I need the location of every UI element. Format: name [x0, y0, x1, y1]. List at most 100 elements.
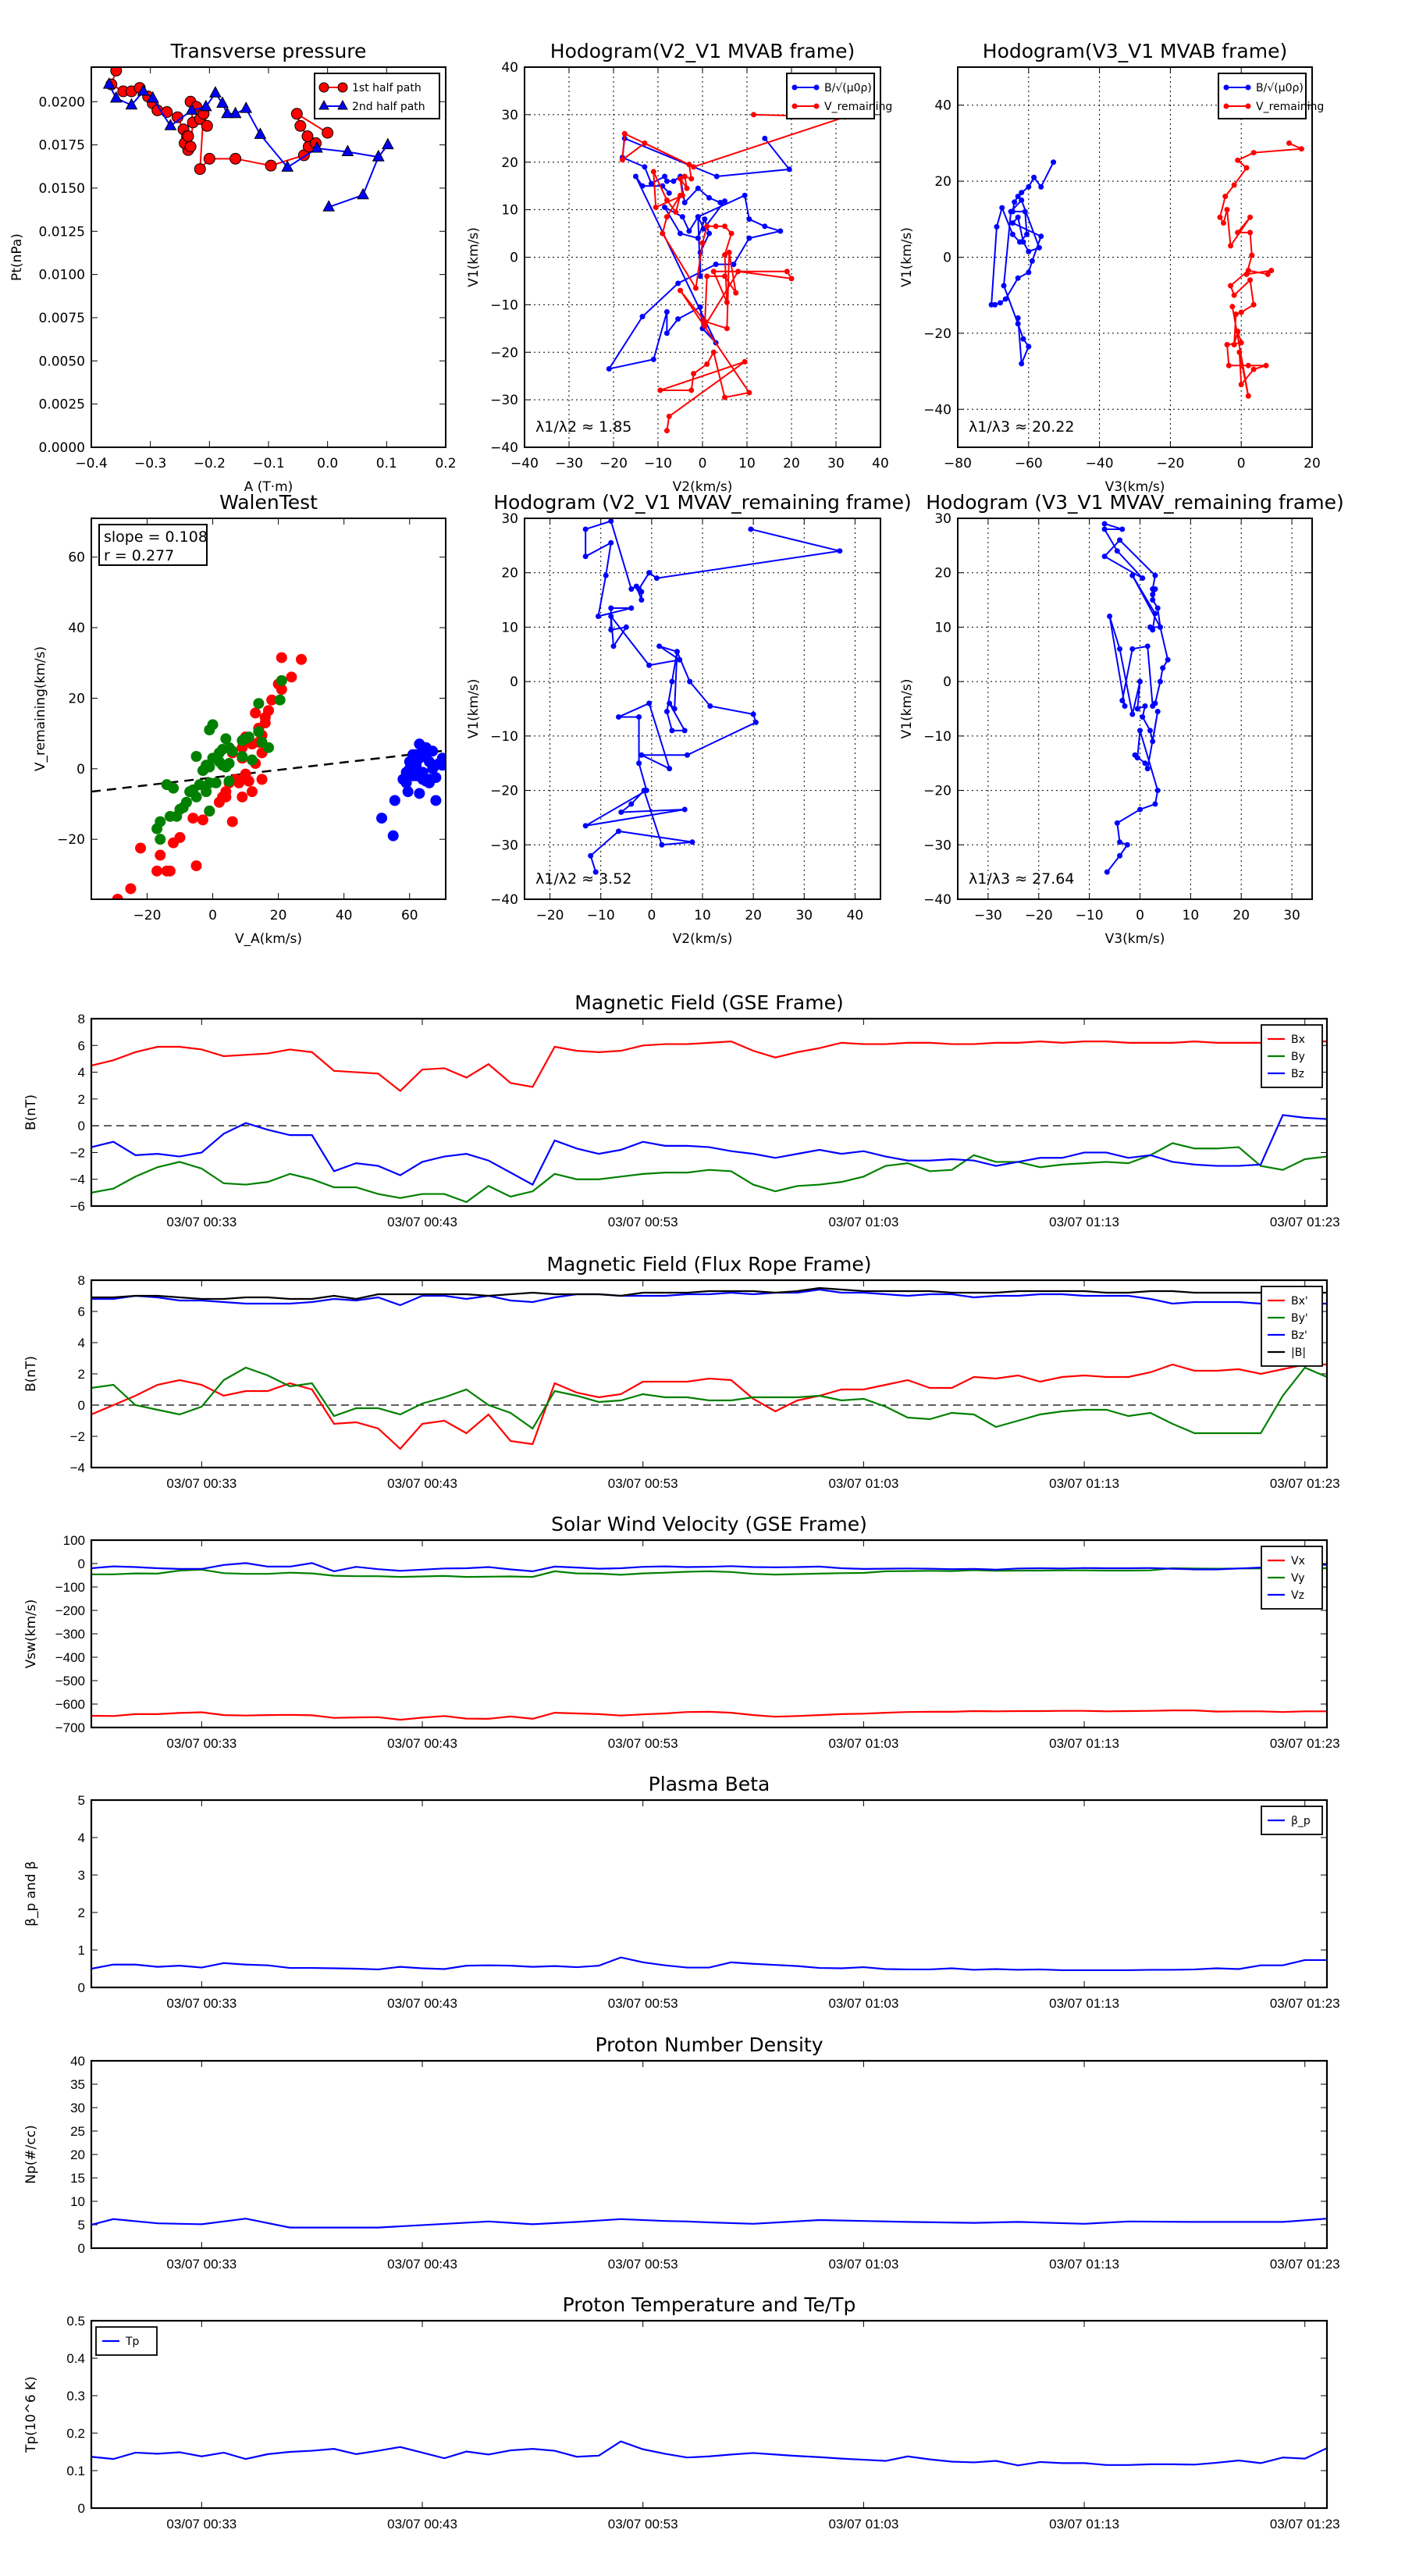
series-v-remaining-point — [1117, 537, 1123, 543]
series-v-remaining-point — [1225, 362, 1232, 368]
series-b-0--point — [1051, 159, 1057, 165]
legend-marker — [337, 99, 348, 110]
series-v-remaining-point — [1152, 610, 1158, 617]
axes-frame — [524, 518, 881, 900]
series-v-remaining-point — [667, 700, 673, 706]
series-b-0--point — [697, 273, 703, 279]
series-v-remaining-point — [1114, 548, 1120, 554]
series-2nd-half-path-point — [164, 119, 177, 130]
series-v-remaining-point — [669, 678, 675, 685]
legend-label: Vz — [1291, 1589, 1304, 1602]
series-v-remaining-point — [1245, 362, 1251, 368]
series-b-0--point — [1015, 214, 1021, 220]
series-b-0--point — [1015, 321, 1021, 327]
series-v-remaining-point — [1142, 760, 1148, 767]
series-b-0--point — [1009, 220, 1016, 226]
series-v-remaining-point — [788, 276, 795, 282]
series-v-remaining-point — [1136, 728, 1143, 734]
y-tick-label: 0 — [78, 1119, 85, 1133]
legend-marker — [813, 103, 820, 109]
axes-frame — [90, 1799, 1329, 1989]
series-b-0--point — [639, 183, 646, 189]
x-tick-label: 03/07 01:23 — [1270, 2517, 1340, 2532]
y-tick-label: 20 — [934, 566, 951, 582]
series-v-remaining-point — [1150, 592, 1156, 598]
y-tick-label: 25 — [70, 2124, 85, 2139]
series-v-remaining-point — [687, 678, 693, 685]
series-b-0--point — [706, 194, 713, 201]
series-v-remaining-point — [1119, 526, 1126, 532]
series-v-remaining-point — [638, 752, 645, 758]
series-v-remaining-point — [1231, 342, 1237, 348]
series-v-remaining-point — [733, 290, 739, 296]
series-2nd-half-path-point — [209, 86, 222, 98]
x-tick-label: 10 — [738, 456, 756, 471]
y-tick-label: −10 — [923, 729, 951, 745]
series-layer — [988, 140, 1305, 399]
y-tick-label: 4 — [78, 1336, 85, 1350]
y-tick-label: 1 — [78, 1943, 85, 1958]
series-bz--line — [91, 1288, 1327, 1307]
series-v-remaining-point — [728, 230, 735, 237]
y-tick-label: −600 — [55, 1697, 85, 1712]
axes-frame — [957, 66, 1313, 448]
series-b-0--point — [675, 316, 681, 322]
series-b-0--point — [1020, 336, 1026, 342]
y-tick-label: −2 — [70, 1429, 85, 1444]
y-tick-label: −100 — [55, 1580, 85, 1595]
series-v-remaining-point — [1129, 646, 1136, 652]
series-v-remaining-point — [1117, 646, 1123, 652]
series-red-point — [259, 717, 271, 729]
y-axis-label: V1(km/s) — [466, 679, 482, 739]
series-b-0--point — [762, 135, 768, 141]
x-tick-label: 03/07 01:13 — [1049, 2257, 1119, 2272]
x-axis-label: V2(km/s) — [673, 931, 733, 947]
series-v-remaining-point — [608, 518, 614, 524]
series-v-remaining-point — [1286, 140, 1292, 146]
series-v-remaining-point — [1245, 268, 1251, 274]
series-green-point — [161, 779, 173, 791]
legend-marker — [791, 103, 798, 109]
series-green-point — [204, 806, 215, 817]
x-tick-label: 20 — [783, 456, 800, 471]
chart-title: Hodogram(V3_V1 MVAB frame) — [983, 40, 1287, 62]
y-tick-label: 15 — [70, 2171, 85, 2186]
y-tick-label: 6 — [78, 1304, 85, 1319]
series-v-remaining-point — [692, 285, 699, 291]
series-v-remaining-point — [1144, 766, 1151, 772]
series-b-0--point — [722, 198, 727, 205]
series-b-0--point — [999, 205, 1005, 211]
series-v-remaining-point — [1150, 703, 1156, 710]
y-tick-label: 0.5 — [66, 2314, 85, 2329]
x-tick-label: 03/07 00:53 — [608, 1736, 678, 1751]
axes-frame — [90, 2319, 1329, 2510]
series-layer — [582, 518, 843, 875]
series-v-remaining-line — [585, 520, 841, 873]
series-v-remaining-point — [1129, 711, 1136, 717]
x-tick-label: 30 — [1283, 908, 1300, 923]
y-tick-label: −500 — [55, 1674, 85, 1688]
x-tick-label: −20 — [599, 456, 628, 471]
series-b-0--point — [663, 178, 670, 184]
series-red-point — [296, 653, 308, 665]
y-tick-label: 2 — [78, 1367, 85, 1382]
series-green-point — [190, 751, 202, 762]
series-b-0--point — [666, 190, 672, 196]
series-v-remaining-point — [1140, 713, 1146, 720]
series-red-point — [250, 707, 261, 719]
legend-label: Vx — [1291, 1555, 1305, 1567]
legend-label: Vy — [1291, 1572, 1305, 1585]
chart-transverse-pressure: −0.4 −0.3 −0.2 −0.1 0.0 0.1 0.2 0.0000 0.0025 0.0… — [9, 40, 457, 495]
series-b-0--point — [695, 235, 701, 241]
series-b-0--point — [675, 280, 681, 286]
y-axis-label: V1(km/s) — [466, 227, 482, 287]
series-v-remaining-point — [663, 428, 670, 434]
series-2nd-half-path-point — [137, 84, 150, 96]
series-2nd-half-path-point — [240, 101, 253, 113]
x-tick-label: 40 — [847, 908, 864, 923]
y-tick-label: 0.0125 — [39, 224, 85, 240]
series-v-remaining-point — [1235, 229, 1241, 236]
y-tick-label: −30 — [923, 838, 951, 853]
series-b-0--point — [642, 164, 648, 170]
y-tick-label: 0 — [510, 251, 518, 266]
